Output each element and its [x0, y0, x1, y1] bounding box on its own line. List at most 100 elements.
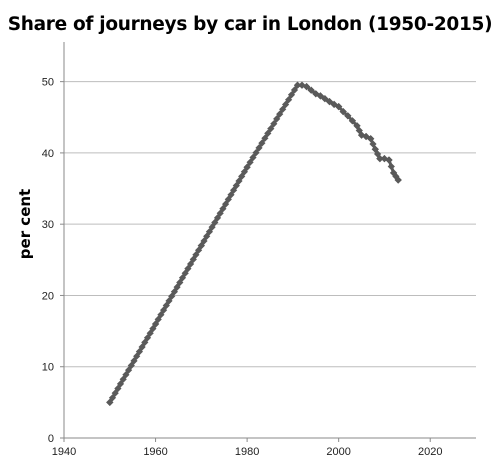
series-marker: [200, 237, 208, 245]
series-marker: [184, 265, 192, 273]
series-marker: [114, 384, 122, 393]
series-marker: [187, 260, 195, 268]
x-tick-label-2000: 2000: [326, 446, 350, 458]
data-point-1995: [312, 90, 320, 98]
series-marker: [205, 228, 213, 236]
y-tick-label-10: 10: [42, 362, 54, 374]
y-tick-label-20: 20: [42, 290, 54, 302]
series-marker: [213, 214, 222, 222]
x-tick-label-1940: 1940: [52, 446, 76, 458]
series-marker: [149, 325, 157, 333]
series-marker: [219, 205, 227, 213]
series-marker: [192, 251, 200, 259]
series-marker: [240, 168, 248, 176]
data-point-2010: [380, 155, 388, 163]
series-marker: [138, 343, 146, 351]
series-marker: [222, 200, 230, 208]
x-tick-label-1960: 1960: [143, 446, 167, 458]
series-marker: [160, 306, 168, 314]
data-point-2002: [344, 112, 352, 120]
series-marker: [116, 380, 125, 388]
series-marker: [130, 357, 138, 365]
y-tick-label-50: 50: [42, 77, 54, 89]
series-marker: [157, 311, 165, 319]
series-marker: [387, 162, 395, 171]
data-point-2009: [376, 155, 384, 163]
series-marker: [261, 134, 269, 142]
data-point-2011: [385, 156, 393, 164]
y-tick-label-40: 40: [42, 148, 54, 160]
series-marker: [108, 394, 117, 402]
data-point-2005: [358, 131, 366, 139]
data-point-2007: [367, 135, 375, 143]
series-marker: [216, 209, 224, 217]
series-marker: [141, 338, 149, 346]
series-marker: [135, 348, 143, 356]
series-marker: [119, 375, 127, 383]
series-marker: [203, 232, 211, 240]
series-marker: [111, 389, 119, 397]
x-tick-label-1980: 1980: [235, 446, 259, 458]
series-marker: [189, 255, 197, 263]
data-point-1960: [152, 320, 160, 328]
series-marker: [279, 105, 287, 113]
series-marker: [122, 371, 130, 379]
data-point-2012: [390, 169, 398, 177]
data-point-2000: [335, 103, 343, 111]
y-tick-label-0: 0: [48, 433, 54, 445]
y-axis-label: per cent: [16, 189, 34, 259]
series-marker: [173, 283, 181, 291]
series-marker: [165, 297, 173, 305]
series-marker: [246, 158, 254, 166]
series-marker: [146, 329, 154, 337]
data-point-1993: [303, 83, 311, 91]
data-point-1998: [325, 98, 334, 106]
data-point-1970: [197, 242, 205, 250]
series-marker: [238, 172, 246, 180]
data-point-1950: [106, 398, 114, 406]
data-point-2004: [353, 122, 361, 130]
series-marker: [224, 195, 232, 203]
series-marker: [178, 274, 187, 282]
series-marker: [264, 129, 272, 137]
axes: [60, 42, 476, 442]
series-marker: [127, 361, 135, 370]
series-marker: [162, 301, 170, 310]
series-marker: [181, 269, 189, 277]
tick-labels: 0 10 20 30 40 50 1940 1960 1980 2000 2020: [42, 77, 443, 458]
series-marker: [392, 172, 400, 180]
series-marker: [273, 115, 281, 123]
series-marker: [211, 218, 219, 227]
series-line-0: [108, 83, 400, 404]
series-layer: [106, 81, 402, 406]
data-point-1997: [321, 95, 329, 103]
data-point-1991: [293, 81, 302, 89]
series-marker: [168, 292, 176, 300]
data-point-2013: [394, 176, 402, 184]
series-marker: [374, 150, 382, 158]
series-marker: [230, 186, 238, 194]
series-marker: [276, 110, 284, 118]
data-point-1996: [316, 92, 324, 100]
grid-lines: [64, 81, 476, 368]
series-marker: [258, 139, 266, 147]
data-point-1994: [307, 86, 315, 94]
series-marker: [208, 223, 216, 231]
series-marker: [195, 246, 203, 254]
data-point-1980: [243, 163, 251, 171]
series-marker: [267, 125, 275, 133]
series-marker: [170, 288, 178, 296]
series-marker: [143, 334, 152, 342]
series-marker: [355, 126, 363, 135]
series-markers-0: [106, 81, 402, 406]
series-marker: [255, 144, 263, 152]
series-marker: [133, 352, 141, 360]
data-point-1999: [330, 100, 338, 108]
data-point-2003: [348, 117, 356, 125]
series-marker: [249, 153, 257, 162]
chart-title: Share of journeys by car in London (1950…: [7, 14, 493, 35]
series-marker: [125, 366, 133, 374]
series-marker: [235, 177, 243, 185]
data-point-2008: [371, 145, 379, 153]
series-marker: [154, 315, 162, 323]
